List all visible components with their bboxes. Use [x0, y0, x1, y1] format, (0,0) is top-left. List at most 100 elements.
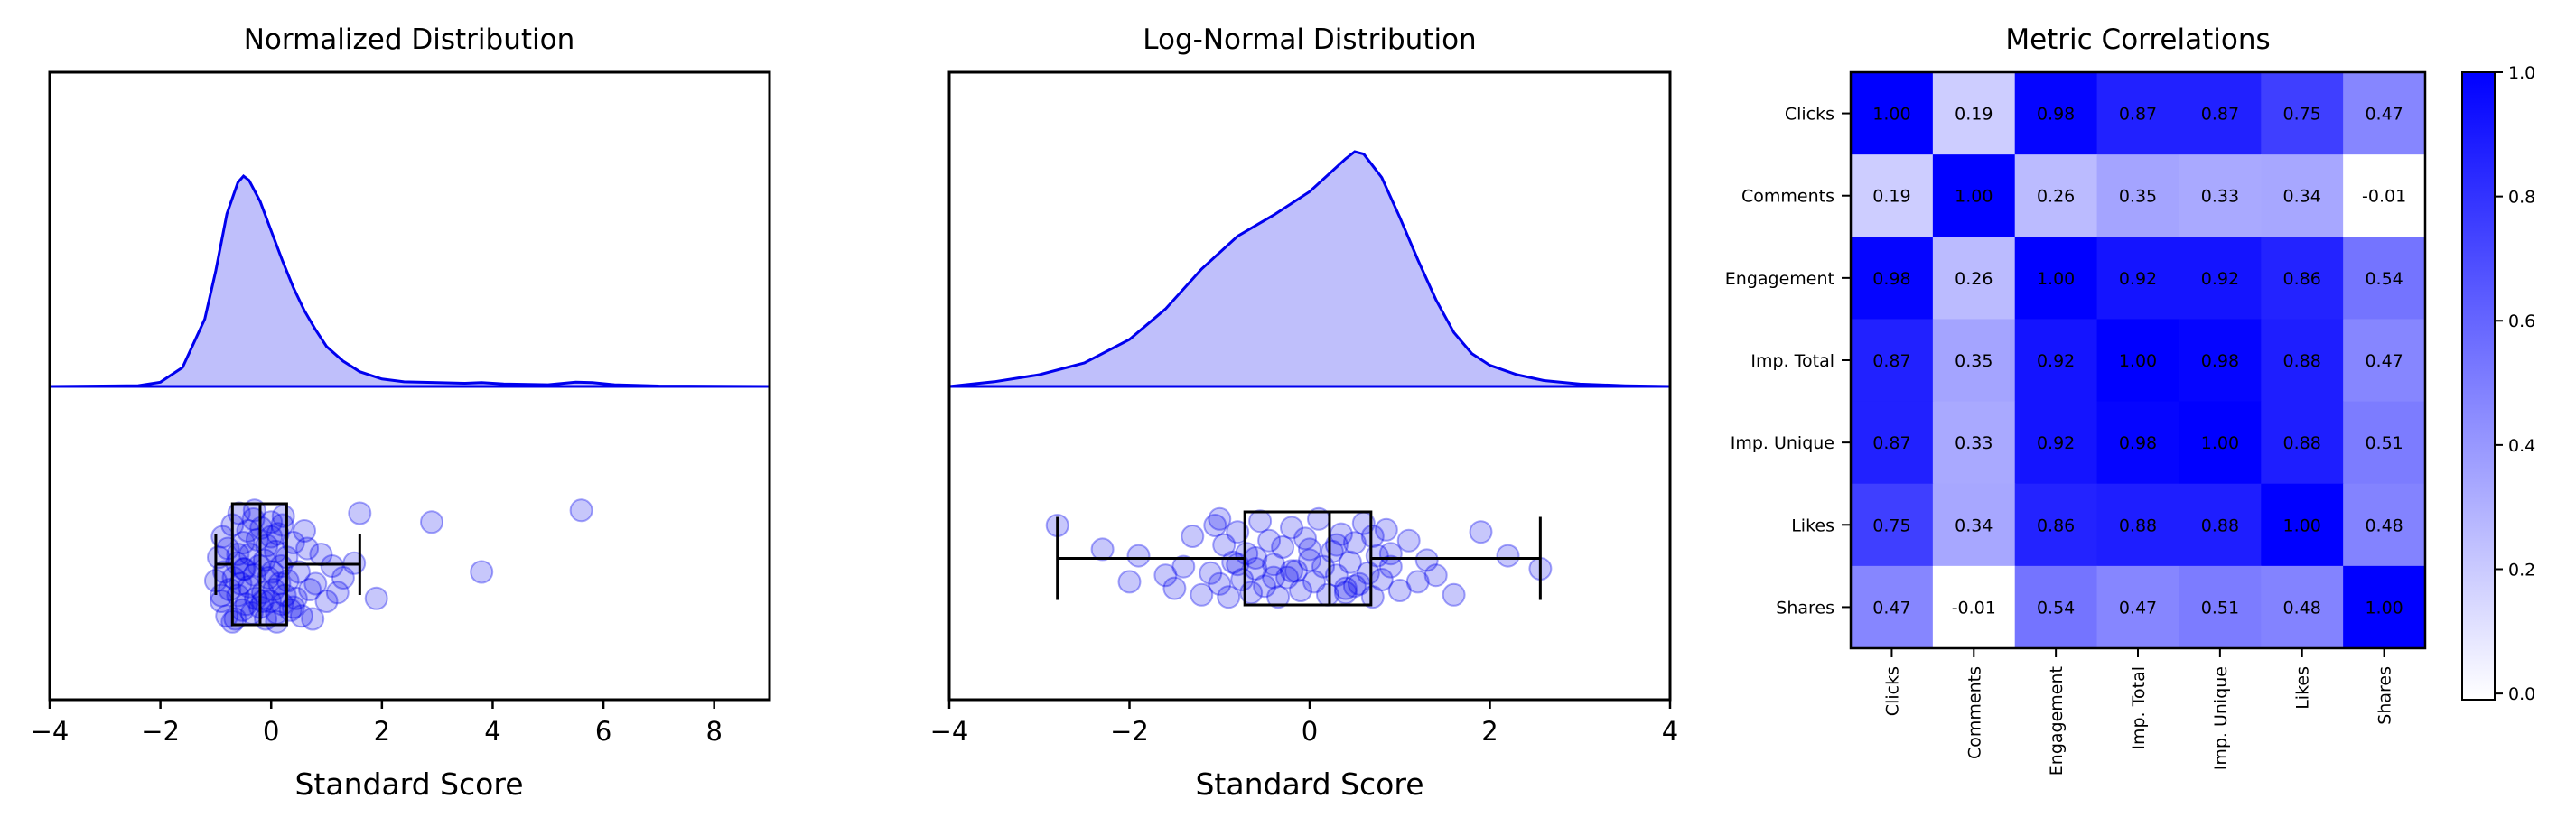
cell-value-label: 0.48 [2283, 598, 2321, 618]
data-point [320, 554, 344, 578]
chart-title: Log-Normal Distribution [1143, 23, 1476, 56]
data-point [251, 581, 275, 605]
column-label: Likes [2293, 666, 2313, 710]
heatmap-cell [2096, 72, 2180, 155]
heatmap-cell [1851, 483, 1934, 567]
data-point [314, 590, 339, 613]
data-point [1324, 533, 1349, 557]
heatmap-cell [2261, 237, 2344, 321]
heatmap-cell [2343, 72, 2426, 155]
heatmap-cell [1851, 237, 1934, 321]
data-point [1387, 579, 1412, 602]
data-point [1257, 528, 1282, 553]
column-label: Comments [1965, 666, 1984, 759]
cell-value-label: 0.88 [2283, 351, 2321, 371]
colorbar: 0.0 0.2 0.4 0.6 0.8 1.0 [2461, 63, 2535, 704]
box-plot [214, 502, 361, 627]
data-point [218, 578, 242, 601]
data-point [1275, 565, 1300, 590]
data-point [262, 578, 286, 601]
colorbar-tick-label: 0.2 [2508, 560, 2535, 580]
heatmap-cell [2096, 154, 2180, 237]
cell-value-label: 0.86 [2037, 516, 2075, 535]
density-line [948, 150, 1671, 388]
data-point [470, 560, 494, 584]
axes-border [48, 70, 771, 702]
x-tick-label: 8 [705, 716, 722, 747]
density-area [949, 152, 1670, 386]
data-point [266, 522, 290, 546]
data-point [1333, 576, 1358, 600]
colorbar-tick-label: 0.4 [2508, 436, 2535, 456]
heatmap-cell [2096, 319, 2180, 403]
data-point [1280, 559, 1303, 583]
colorbar-bar [2461, 71, 2496, 701]
data-point [331, 566, 355, 590]
data-point [1190, 582, 1214, 607]
data-point [1203, 514, 1227, 537]
cell-value-label: 0.35 [1955, 351, 1993, 371]
data-point [271, 504, 295, 528]
heatmap-cell [2014, 154, 2098, 237]
data-point [1208, 571, 1232, 596]
data-point [1090, 537, 1115, 562]
heatmap-cell [2343, 154, 2426, 237]
cell-value-label: 0.98 [2037, 105, 2075, 125]
x-tick-label: −2 [1110, 716, 1149, 747]
x-tick-label: 6 [595, 716, 611, 747]
cell-value-label: 0.47 [2365, 105, 2403, 125]
x-axis-ticks: −4 −2 0 2 4 6 8 [31, 700, 723, 747]
chart-title: Normalized Distribution [244, 23, 575, 56]
data-point [1342, 531, 1367, 555]
cell-value-label: 0.87 [1872, 351, 1910, 371]
cell-value-label: 0.75 [1872, 516, 1910, 535]
row-label: Imp. Total [1750, 351, 1834, 371]
cell-value-label: 1.00 [2365, 598, 2403, 618]
cell-value-label: 0.48 [2365, 516, 2403, 535]
cell-value-label: 0.54 [2037, 598, 2075, 618]
x-tick-label: −4 [31, 716, 70, 747]
cell-value-label: 0.19 [1955, 105, 1993, 125]
data-point [234, 592, 258, 617]
heatmap-cell [2343, 237, 2426, 321]
data-point [1356, 561, 1380, 585]
heatmap-cell [2096, 401, 2180, 485]
data-point [1378, 542, 1403, 566]
column-label: Engagement [2047, 666, 2067, 776]
cell-value-label: 1.00 [2037, 269, 2075, 289]
density-plot [49, 173, 770, 388]
colorbar-tick-label: 0.0 [2508, 684, 2535, 704]
data-point [1298, 548, 1321, 572]
data-point [1271, 535, 1295, 559]
data-point [210, 583, 234, 608]
cell-value-label: 0.33 [2201, 187, 2239, 207]
heatmap-cell [2014, 237, 2098, 321]
data-point [1496, 544, 1520, 568]
cell-value-label: 0.98 [1872, 269, 1910, 289]
cell-value-label: 0.51 [2365, 433, 2403, 453]
data-point [1226, 520, 1250, 544]
data-point [1212, 533, 1237, 557]
cell-value-label: 0.19 [1872, 187, 1910, 207]
data-point [301, 607, 325, 631]
jitter-points [203, 498, 593, 634]
cell-value-label: 0.98 [2201, 351, 2239, 371]
data-point [273, 583, 297, 608]
row-label: Comments [1741, 187, 1834, 207]
data-point [270, 513, 294, 537]
cell-value-label: 0.54 [2365, 269, 2403, 289]
data-point [325, 581, 350, 605]
data-point [420, 510, 443, 534]
heatmap-cell [2014, 401, 2098, 485]
heatmap-cell [2261, 154, 2344, 237]
heatmap-value-labels: 1.00 0.19 0.98 0.87 0.87 0.75 0.47 0.19 1.00 0.26… [1872, 105, 2406, 618]
cell-value-label: 0.47 [1872, 598, 1910, 618]
x-axis-label: Standard Score [1195, 767, 1423, 802]
data-point [303, 571, 328, 596]
data-point [1217, 585, 1241, 609]
heatmap-cell [1932, 565, 2016, 649]
heatmap-cell [2343, 565, 2426, 649]
x-axis-label: Standard Score [294, 767, 523, 802]
data-point [1396, 528, 1421, 553]
cell-value-label: 0.51 [2201, 598, 2239, 618]
